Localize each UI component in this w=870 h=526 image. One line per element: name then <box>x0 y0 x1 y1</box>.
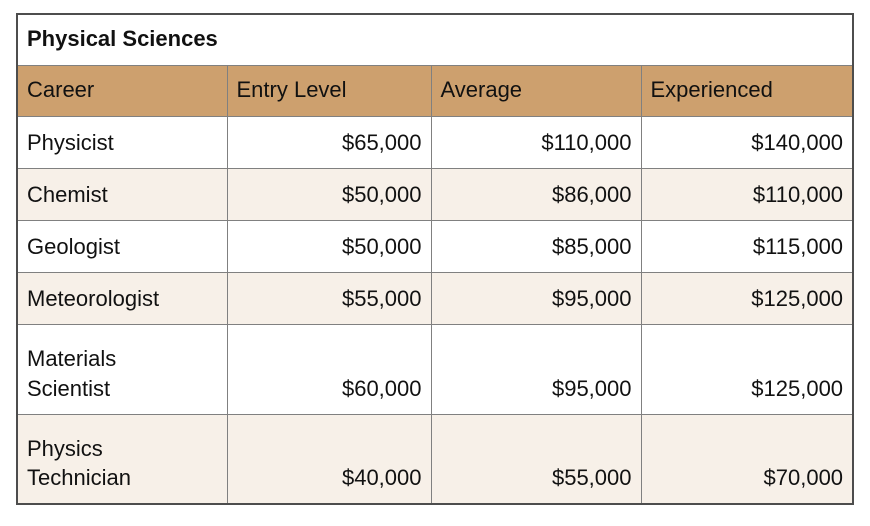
entry-level-cell: $50,000 <box>226 167 432 221</box>
experienced-cell: $125,000 <box>640 271 854 325</box>
career-cell: Materials Scientist <box>16 323 228 415</box>
physical-sciences-salary-table: Physical Sciences Career Entry Level Ave… <box>16 13 855 505</box>
table-row-chemist: Chemist $50,000 $86,000 $110,000 <box>16 167 854 221</box>
experienced-cell: $115,000 <box>640 219 854 273</box>
table-row-physicist: Physicist $65,000 $110,000 $140,000 <box>16 115 854 169</box>
table-row-materials-scientist: Materials Scientist $60,000 $95,000 $125… <box>16 323 854 415</box>
average-cell: $55,000 <box>430 413 642 505</box>
table-row-physics-technician: Physics Technician $40,000 $55,000 $70,0… <box>16 413 854 505</box>
experienced-cell: $110,000 <box>640 167 854 221</box>
average-cell: $86,000 <box>430 167 642 221</box>
average-cell: $95,000 <box>430 323 642 415</box>
average-cell: $85,000 <box>430 219 642 273</box>
entry-level-cell: $40,000 <box>226 413 432 505</box>
entry-level-cell: $50,000 <box>226 219 432 273</box>
career-cell: Meteorologist <box>16 271 228 325</box>
entry-level-cell: $65,000 <box>226 115 432 169</box>
table-header-row: Career Entry Level Average Experienced <box>16 64 854 117</box>
career-cell: Physics Technician <box>16 413 228 505</box>
career-cell: Physicist <box>16 115 228 169</box>
career-cell: Geologist <box>16 219 228 273</box>
column-header-experienced: Experienced <box>640 64 854 117</box>
column-header-average: Average <box>430 64 642 117</box>
career-cell: Chemist <box>16 167 228 221</box>
table-row-meteorologist: Meteorologist $55,000 $95,000 $125,000 <box>16 271 854 325</box>
column-header-career: Career <box>16 64 228 117</box>
experienced-cell: $125,000 <box>640 323 854 415</box>
experienced-cell: $140,000 <box>640 115 854 169</box>
table-title-row: Physical Sciences <box>16 13 854 66</box>
column-header-entry-level: Entry Level <box>226 64 432 117</box>
average-cell: $95,000 <box>430 271 642 325</box>
average-cell: $110,000 <box>430 115 642 169</box>
entry-level-cell: $60,000 <box>226 323 432 415</box>
table-row-geologist: Geologist $50,000 $85,000 $115,000 <box>16 219 854 273</box>
table-title: Physical Sciences <box>16 13 854 66</box>
entry-level-cell: $55,000 <box>226 271 432 325</box>
experienced-cell: $70,000 <box>640 413 854 505</box>
